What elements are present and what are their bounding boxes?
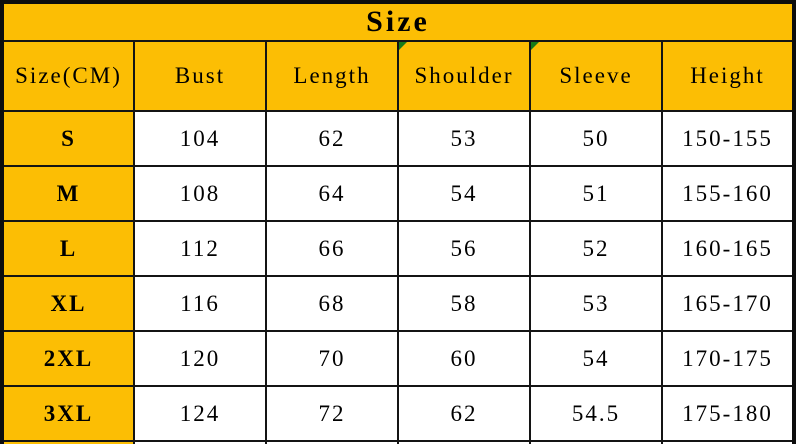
shoulder-cell: 53: [397, 110, 531, 167]
shoulder-cell: 54: [397, 165, 531, 222]
clipped-next-row: [1, 440, 795, 444]
table-row-3xl: 3XL 124 72 62 54.5 175-180: [1, 385, 795, 442]
column-header-height: Height: [661, 40, 795, 112]
empty-cell: [133, 440, 267, 444]
height-range-cell: 160-165: [661, 220, 795, 277]
size-label-cell: M: [1, 165, 135, 222]
empty-cell: [529, 440, 663, 444]
bust-cell: 120: [133, 330, 267, 387]
sleeve-cell: 50: [529, 110, 663, 167]
length-cell: 68: [265, 275, 399, 332]
error-indicator-icon: [532, 43, 539, 50]
sleeve-cell: 54: [529, 330, 663, 387]
shoulder-cell: 60: [397, 330, 531, 387]
bust-cell: 116: [133, 275, 267, 332]
empty-cell: [265, 440, 399, 444]
height-range-cell: 175-180: [661, 385, 795, 442]
table-title: Size: [1, 1, 795, 42]
size-label-cell: [1, 440, 135, 444]
size-label-cell: 3XL: [1, 385, 135, 442]
length-cell: 70: [265, 330, 399, 387]
column-header-sleeve-label: Sleeve: [559, 63, 633, 88]
height-range-cell: 170-175: [661, 330, 795, 387]
sleeve-cell: 53: [529, 275, 663, 332]
shoulder-cell: 58: [397, 275, 531, 332]
table-row-l: L 112 66 56 52 160-165: [1, 220, 795, 277]
length-cell: 66: [265, 220, 399, 277]
error-indicator-icon: [400, 43, 407, 50]
length-cell: 62: [265, 110, 399, 167]
column-header-bust: Bust: [133, 40, 267, 112]
size-label-cell: S: [1, 110, 135, 167]
table-row-xl: XL 116 68 58 53 165-170: [1, 275, 795, 332]
size-label-cell: XL: [1, 275, 135, 332]
sleeve-cell: 52: [529, 220, 663, 277]
table-body: S 104 62 53 50 150-155 M 108 64 54 51 15…: [1, 110, 795, 444]
bust-cell: 124: [133, 385, 267, 442]
length-cell: 64: [265, 165, 399, 222]
bust-cell: 112: [133, 220, 267, 277]
bust-cell: 108: [133, 165, 267, 222]
height-range-cell: 155-160: [661, 165, 795, 222]
size-label-cell: L: [1, 220, 135, 277]
empty-cell: [661, 440, 795, 444]
table-row-2xl: 2XL 120 70 60 54 170-175: [1, 330, 795, 387]
shoulder-cell: 62: [397, 385, 531, 442]
size-label-cell: 2XL: [1, 330, 135, 387]
table-row-s: S 104 62 53 50 150-155: [1, 110, 795, 167]
column-header-sleeve: Sleeve: [529, 40, 663, 112]
column-header-size: Size(CM): [1, 40, 135, 112]
bust-cell: 104: [133, 110, 267, 167]
empty-cell: [397, 440, 531, 444]
sleeve-cell: 51: [529, 165, 663, 222]
table-head: Size Size(CM) Bust Length Shoulder Sleev…: [1, 1, 795, 112]
table-title-row: Size: [1, 1, 795, 42]
length-cell: 72: [265, 385, 399, 442]
height-range-cell: 150-155: [661, 110, 795, 167]
shoulder-cell: 56: [397, 220, 531, 277]
column-header-shoulder-label: Shoulder: [414, 63, 514, 88]
table-header-row: Size(CM) Bust Length Shoulder Sleeve Hei…: [1, 40, 795, 112]
table-row-m: M 108 64 54 51 155-160: [1, 165, 795, 222]
sleeve-cell: 54.5: [529, 385, 663, 442]
column-header-shoulder: Shoulder: [397, 40, 531, 112]
height-range-cell: 165-170: [661, 275, 795, 332]
column-header-length: Length: [265, 40, 399, 112]
